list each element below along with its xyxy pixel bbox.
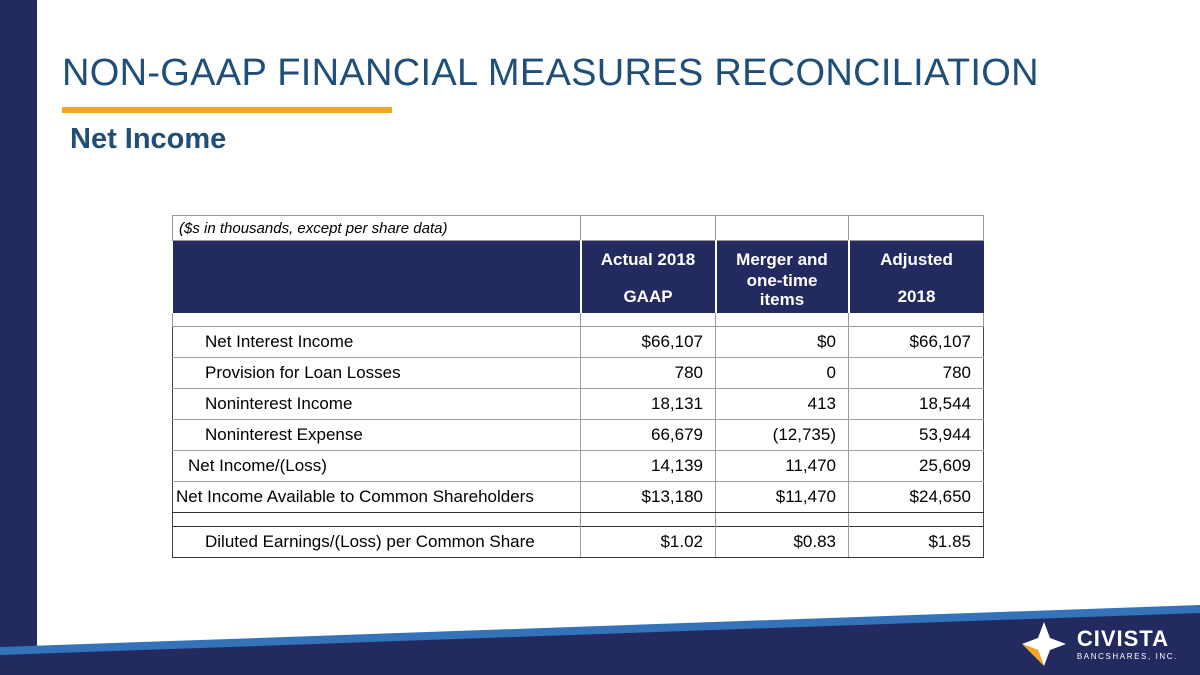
row-value: $1.85 xyxy=(848,525,984,558)
logo-text-block: CIVISTA BANCSHARES, INC. xyxy=(1076,626,1178,661)
row-value: 780 xyxy=(580,356,716,389)
table-row: Noninterest Income 18,131 413 18,544 xyxy=(172,387,984,420)
row-value: 11,470 xyxy=(715,449,849,482)
row-label: Diluted Earnings/(Loss) per Common Share xyxy=(172,525,581,558)
row-value: $0 xyxy=(715,325,849,358)
row-value: 14,139 xyxy=(580,449,716,482)
row-value: $66,107 xyxy=(848,325,984,358)
band-light-stripe xyxy=(0,605,1200,657)
row-value: 413 xyxy=(715,387,849,420)
row-value: $11,470 xyxy=(715,480,849,513)
reconciliation-table: ($s in thousands, except per share data)… xyxy=(172,215,984,558)
table-row: Net Income Available to Common Sharehold… xyxy=(172,480,984,513)
table-row: Provision for Loan Losses 780 0 780 xyxy=(172,356,984,389)
row-value: 53,944 xyxy=(848,418,984,451)
row-label: Net Income Available to Common Sharehold… xyxy=(172,480,581,513)
row-value: $13,180 xyxy=(580,480,716,513)
row-value: (12,735) xyxy=(715,418,849,451)
table-row: Diluted Earnings/(Loss) per Common Share… xyxy=(172,525,984,558)
civista-logo: CIVISTA BANCSHARES, INC. xyxy=(1021,621,1178,667)
table-note: ($s in thousands, except per share data) xyxy=(172,215,581,241)
table-body: Net Interest Income $66,107 $0 $66,107 Provi… xyxy=(172,325,984,558)
row-value: $0.83 xyxy=(715,525,849,558)
table-spacer-row xyxy=(172,512,984,526)
logo-name: CIVISTA xyxy=(1076,626,1169,652)
row-value: 25,609 xyxy=(848,449,984,482)
row-value: 780 xyxy=(848,356,984,389)
logo-subname: BANCSHARES, INC. xyxy=(1076,651,1178,661)
column-header: Merger and one-time items xyxy=(714,240,849,313)
bottom-band xyxy=(0,605,1200,675)
table-row: Noninterest Expense 66,679 (12,735) 53,944 xyxy=(172,418,984,451)
row-label: Noninterest Income xyxy=(172,387,581,420)
row-value: 18,131 xyxy=(580,387,716,420)
row-value: 66,679 xyxy=(580,418,716,451)
row-value: 0 xyxy=(715,356,849,389)
row-value: 18,544 xyxy=(848,387,984,420)
row-value: $1.02 xyxy=(580,525,716,558)
column-header: Adjusted 2018 xyxy=(847,240,984,313)
band-navy-shape xyxy=(0,613,1200,675)
reconciliation-table-container: ($s in thousands, except per share data)… xyxy=(172,215,984,558)
note-empty-cell xyxy=(580,215,716,241)
table-row: Net Income/(Loss) 14,139 11,470 25,609 xyxy=(172,449,984,482)
row-label: Provision for Loan Losses xyxy=(172,356,581,389)
label-column-header xyxy=(172,240,581,313)
note-empty-cell xyxy=(848,215,984,241)
slide-subtitle: Net Income xyxy=(70,123,227,155)
header-gap-row xyxy=(172,313,984,327)
row-label: Net Interest Income xyxy=(172,325,581,358)
slide-title: NON-GAAP FINANCIAL MEASURES RECONCILIATI… xyxy=(62,52,1039,94)
table-header-row: Actual 2018 GAAP Merger and one-time items A… xyxy=(172,240,984,313)
table-row: Net Interest Income $66,107 $0 $66,107 xyxy=(172,325,984,358)
table-note-row: ($s in thousands, except per share data) xyxy=(172,215,984,241)
row-label: Noninterest Expense xyxy=(172,418,581,451)
row-value: $66,107 xyxy=(580,325,716,358)
column-header: Actual 2018 GAAP xyxy=(579,240,716,313)
left-edge-bar xyxy=(0,0,37,675)
row-value: $24,650 xyxy=(848,480,984,513)
civista-star-icon xyxy=(1021,622,1066,666)
title-accent-bar xyxy=(62,107,392,113)
row-label: Net Income/(Loss) xyxy=(172,449,581,482)
note-empty-cell xyxy=(715,215,849,241)
